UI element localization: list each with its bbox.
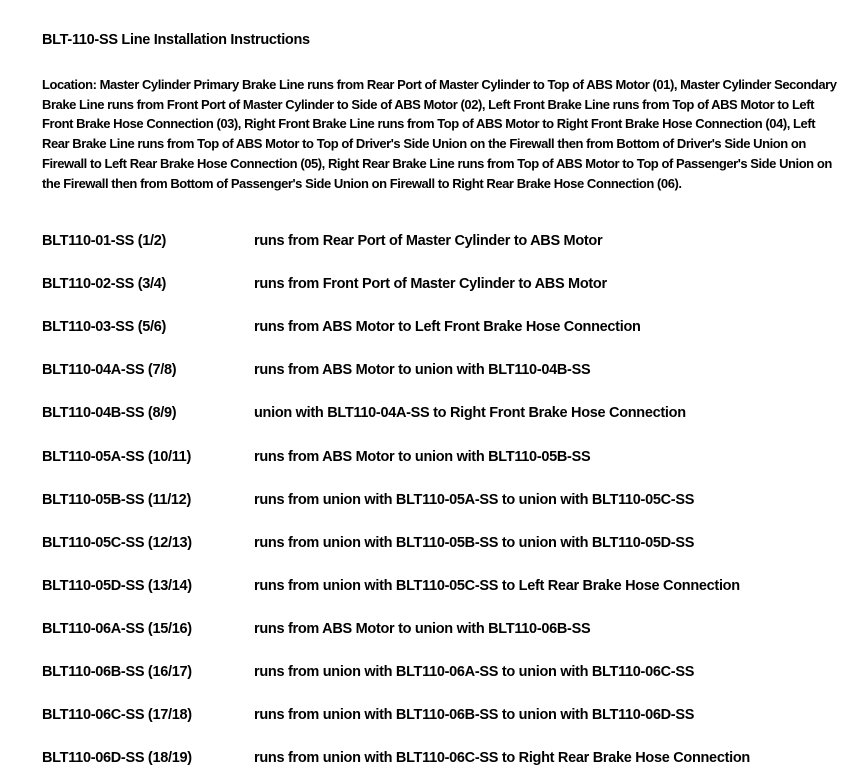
line-code: BLT110-06B-SS (16/17) (42, 664, 192, 680)
line-code: BLT110-05A-SS (10/11) (42, 448, 191, 465)
line-description: runs from union with BLT110-05B-SS to un… (254, 534, 695, 551)
line-code: BLT110-05B-SS (11/12) (42, 491, 191, 508)
line-description: runs from Front Port of Master Cylinder … (254, 276, 607, 293)
line-description: runs from ABS Motor to union with BLT110… (254, 620, 591, 637)
line-description: runs from union with BLT110-06B-SS to un… (254, 707, 695, 724)
line-description: runs from union with BLT110-06A-SS to un… (254, 664, 695, 680)
line-description: runs from ABS Motor to union with BLT110… (254, 448, 591, 465)
line-code: BLT110-06D-SS (18/19) (42, 750, 192, 767)
line-description: runs from union with BLT110-05A-SS to un… (254, 491, 695, 508)
location-paragraph: Location: Master Cylinder Primary Brake … (42, 77, 837, 191)
line-code: BLT110-04B-SS (8/9) (42, 405, 177, 422)
line-code: BLT110-03-SS (5/6) (42, 319, 167, 336)
line-code: BLT110-04A-SS (7/8) (42, 362, 177, 379)
line-code: BLT110-06A-SS (15/16) (42, 620, 192, 637)
document-title: BLT-110-SS Line Installation Instruction… (42, 32, 310, 48)
line-description: runs from ABS Motor to Left Front Brake … (254, 319, 641, 336)
line-code: BLT110-05C-SS (12/13) (42, 534, 192, 551)
line-description: runs from ABS Motor to union with BLT110… (254, 362, 591, 379)
line-description: runs from Rear Port of Master Cylinder t… (254, 233, 603, 249)
line-description: union with BLT110-04A-SS to Right Front … (254, 405, 686, 422)
line-code: BLT110-01-SS (1/2) (42, 233, 167, 249)
line-code: BLT110-06C-SS (17/18) (42, 707, 192, 724)
line-description: runs from union with BLT110-05C-SS to Le… (254, 577, 740, 594)
line-code: BLT110-05D-SS (13/14) (42, 577, 192, 594)
line-description: runs from union with BLT110-06C-SS to Ri… (254, 750, 750, 767)
line-code: BLT110-02-SS (3/4) (42, 276, 167, 293)
